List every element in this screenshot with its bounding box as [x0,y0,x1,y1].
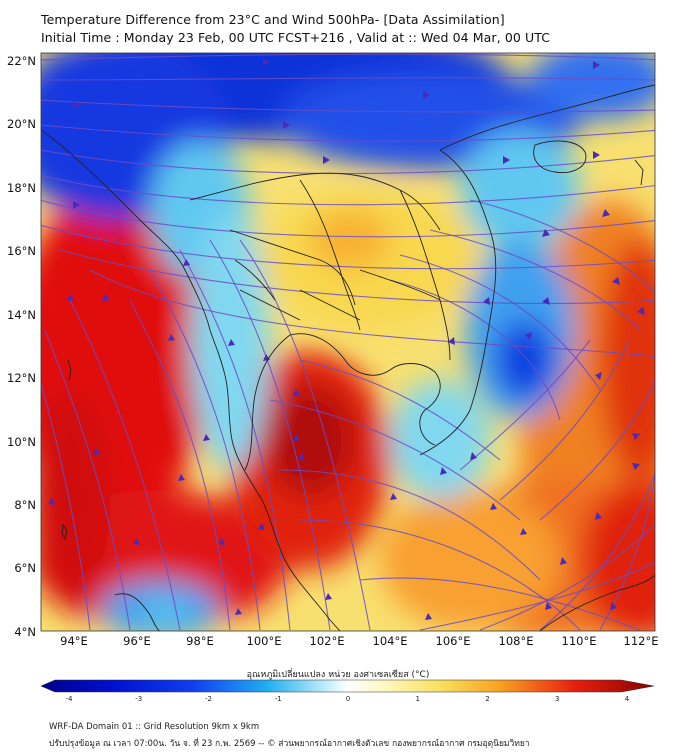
colorbar-tick-label: 4 [625,695,630,703]
wind-streamlines [41,53,655,631]
lat-label-22: 22°N [7,54,36,68]
lon-label-98: 98°E [186,634,214,648]
coastlines [41,84,655,631]
lon-label-104: 104°E [373,634,408,648]
lon-label-96: 96°E [123,634,151,648]
latitude-axis: 22°N 20°N 18°N 16°N 14°N 12°N 10°N 8°N 6… [7,54,36,639]
colorbar-title: อุณหภูมิเปลี่ยนแปลง หน่วย องศาเซลเซียส (… [246,670,430,680]
colorbar-tick-label: 2 [485,695,489,703]
temperature-field [41,53,655,631]
footer-credit: ปรับปรุงข้อมูล ณ เวลา 07:00น. วัน จ. ที่… [49,739,530,749]
lon-label-110: 110°E [562,634,597,648]
colorbar-tick-label: -1 [275,695,282,703]
lat-label-10: 10°N [7,435,36,449]
lon-label-112: 112°E [624,634,659,648]
lat-label-20: 20°N [7,117,36,131]
lat-label-18: 18°N [7,181,36,195]
lat-label-12: 12°N [7,371,36,385]
colorbar-tick-label: -4 [66,695,74,703]
colorbar-ticks: -4 -3 -2 -1 0 1 2 3 4 [66,695,630,703]
lon-label-100: 100°E [247,634,282,648]
wind-arrowheads [48,58,645,620]
colorbar: -4 -3 -2 -1 0 1 2 3 4 [40,679,655,703]
lat-label-4: 4°N [14,625,36,639]
map-title: Temperature Difference from 23°C and Win… [41,12,505,27]
lat-label-16: 16°N [7,244,36,258]
colorbar-tick-label: 1 [416,695,420,703]
colorbar-tick-label: -2 [205,695,212,703]
lon-label-94: 94°E [60,634,88,648]
lon-label-102: 102°E [310,634,345,648]
longitude-axis: 94°E 96°E 98°E 100°E 102°E 104°E 106°E 1… [60,634,658,648]
colorbar-strip [40,679,655,693]
colorbar-tick-label: -3 [135,695,142,703]
map-subtitle: Initial Time : Monday 23 Feb, 00 UTC FCS… [41,30,551,45]
plot-frame [40,52,656,632]
footer-model-info: WRF-DA Domain 01 :: Grid Resolution 9km … [49,722,260,732]
colorbar-tick-label: 0 [346,695,350,703]
colorbar-tick-label: 3 [555,695,559,703]
lat-label-6: 6°N [14,561,36,575]
lat-label-8: 8°N [14,498,36,512]
lon-label-108: 108°E [499,634,534,648]
lat-label-14: 14°N [7,308,36,322]
lon-label-106: 106°E [436,634,471,648]
